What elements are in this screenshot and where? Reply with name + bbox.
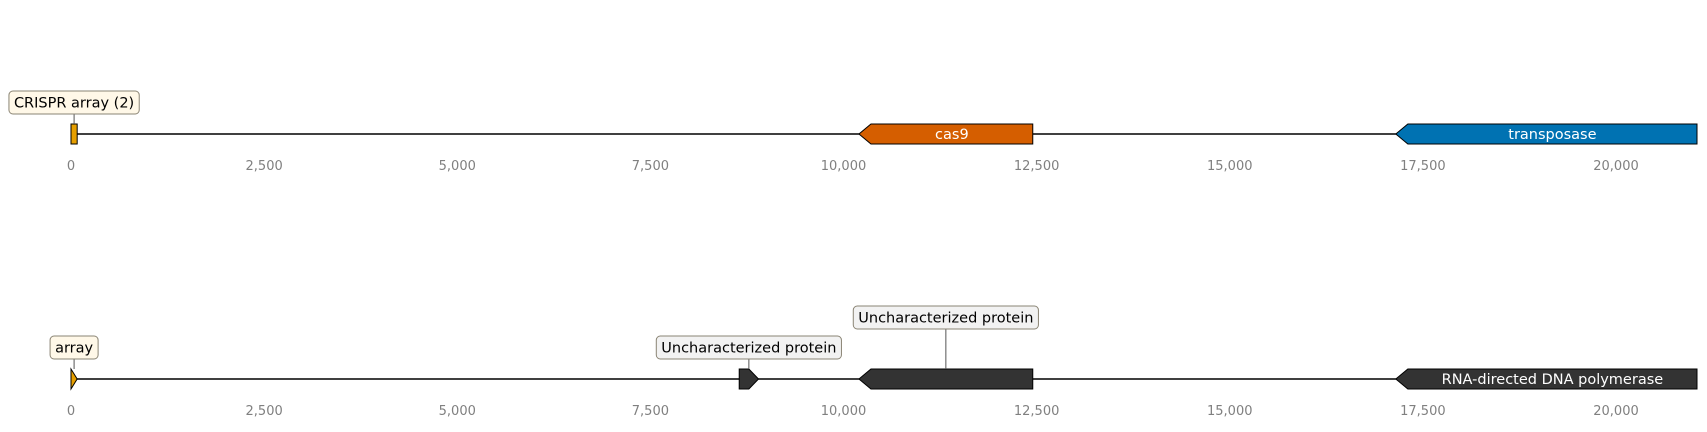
track-2: 0 2,500 5,000 7,500 10,000 12,500 15,000 17,500… (49, 305, 1698, 419)
tick-label: 20,000 (1593, 159, 1639, 174)
label-box (655, 335, 842, 360)
tick-label: 0 (67, 404, 75, 419)
uncharacterized-protein-1-feature (738, 368, 760, 390)
tick-label: 20,000 (1593, 404, 1639, 419)
rna-directed-dna-polymerase-feature (1395, 368, 1698, 390)
tick-label: 10,000 (821, 159, 867, 174)
tick-label: 2,500 (246, 159, 283, 174)
uncharacterized-protein-2-label: Uncharacterized protein (858, 311, 1033, 327)
cas9-label: cas9 (935, 127, 969, 143)
rna-directed-dna-polymerase-label: RNA-directed DNA polymerase (1442, 372, 1664, 388)
tick-label: 5,000 (439, 404, 476, 419)
label-box (49, 335, 99, 360)
cas9-feature (858, 123, 1034, 145)
track-1: 0 2,500 5,000 7,500 10,000 12,500 15,000 17,500… (8, 90, 1698, 174)
crispr-array-label: CRISPR array (2) (14, 96, 134, 112)
tick-label: 15,000 (1207, 159, 1253, 174)
label-box (852, 305, 1039, 330)
tick-label: 17,500 (1400, 159, 1446, 174)
transposase-feature (1395, 123, 1698, 145)
tick-label: 7,500 (632, 404, 669, 419)
tick-label: 7,500 (632, 159, 669, 174)
uncharacterized-protein-1-label: Uncharacterized protein (661, 341, 836, 357)
tick-label: 0 (67, 159, 75, 174)
crispr-array-feature (70, 123, 78, 145)
tick-label: 10,000 (821, 404, 867, 419)
transposase-label: transposase (1508, 127, 1596, 143)
uncharacterized-protein-2-feature (858, 368, 1034, 390)
tick-label: 5,000 (439, 159, 476, 174)
tick-label: 17,500 (1400, 404, 1446, 419)
tick-label: 12,500 (1014, 159, 1060, 174)
tick-label: 2,500 (246, 404, 283, 419)
array-feature (70, 367, 78, 391)
array-label: array (55, 341, 93, 357)
tick-label: 12,500 (1014, 404, 1060, 419)
tick-label: 15,000 (1207, 404, 1253, 419)
label-box (8, 90, 140, 115)
